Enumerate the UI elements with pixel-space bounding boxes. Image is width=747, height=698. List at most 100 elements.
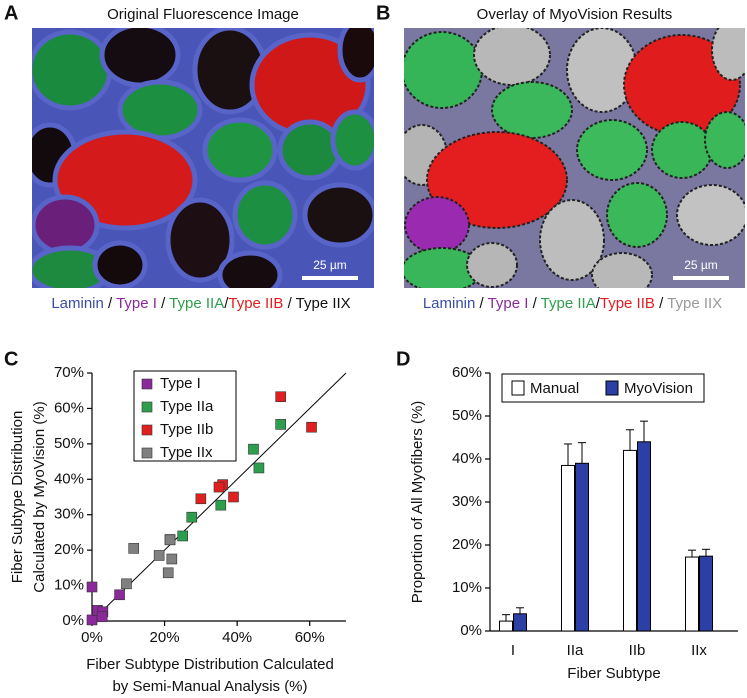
point: [195, 493, 207, 505]
caption-segment: /: [283, 295, 295, 312]
caption-segment: Type I: [116, 295, 157, 312]
legend-swatch: [511, 380, 525, 396]
y-tick-label: 60%: [54, 399, 84, 416]
point: [213, 481, 225, 493]
panel-title: Original Fluorescence Image: [107, 6, 299, 23]
legend-label: Type I: [160, 375, 201, 392]
point: [248, 443, 259, 455]
bar: [513, 613, 527, 632]
fluorescence-image: [32, 28, 374, 288]
scale-label: 25 µm: [313, 258, 347, 272]
y-tick-label: 60%: [452, 364, 482, 381]
bar: [499, 620, 513, 632]
caption-segment: Type IIX: [296, 295, 351, 312]
y-tick-label: 30%: [452, 493, 482, 510]
legend-label: MyoVision: [624, 380, 693, 397]
legend-label: Type IIa: [160, 398, 214, 415]
chart-root: A Original Fluorescence Image 25 µm Laminin…: [4, 2, 738, 695]
legend-label: Type IIb: [160, 421, 213, 438]
overlay-image: [404, 28, 745, 288]
panel-letter: B: [376, 2, 390, 24]
point: [275, 391, 286, 403]
legend-label: Manual: [530, 380, 579, 397]
scale-label: 25 µm: [684, 258, 718, 272]
y-axis-label: Proportion of All Myofibers (%): [409, 401, 426, 604]
point: [306, 421, 317, 433]
y-tick-label: 70%: [54, 364, 84, 381]
point: [164, 534, 176, 546]
caption-segment: Type I: [488, 295, 529, 312]
legend-swatch: [605, 380, 619, 396]
point: [86, 614, 98, 626]
x-tick-label: IIa: [567, 642, 584, 659]
x-tick-label: 60%: [295, 629, 325, 646]
point: [153, 550, 165, 561]
point: [114, 589, 125, 601]
caption-segment: /: [528, 295, 540, 312]
panel-letter: A: [4, 2, 18, 24]
point: [215, 499, 227, 511]
caption-segment: Type IIB: [228, 295, 283, 312]
bar: [575, 462, 589, 632]
y-tick-label: 10%: [452, 579, 482, 596]
bar: [685, 556, 699, 632]
bar: [623, 449, 637, 632]
bar: [561, 464, 575, 632]
x-axis-label: Fiber Subtype Distribution Calculated: [86, 656, 334, 673]
caption-segment: /: [104, 295, 116, 312]
y-tick-label: 30%: [54, 506, 84, 523]
y-tick-label: 20%: [54, 541, 84, 558]
point: [253, 462, 265, 474]
caption-segment: /: [655, 295, 667, 312]
x-tick-label: 0%: [81, 629, 103, 646]
x-tick-label: IIb: [629, 642, 646, 659]
point: [121, 578, 132, 590]
legend-swatch: [141, 378, 153, 390]
x-tick-label: 20%: [150, 629, 180, 646]
x-tick-label: I: [511, 642, 515, 659]
point: [186, 511, 198, 523]
y-axis-label: Fiber Subtype Distribution: [9, 411, 26, 584]
caption-segment: Type IIA: [541, 295, 596, 312]
x-axis-label: Fiber Subtype: [567, 665, 660, 682]
legend-box: [501, 373, 705, 403]
caption-segment: Type IIX: [667, 295, 722, 312]
legend-swatch: [141, 424, 153, 436]
caption: Laminin / Type I / Type IIA/Type IIB / T…: [51, 295, 350, 312]
caption-segment: Type IIA: [169, 295, 224, 312]
point: [128, 543, 140, 554]
caption-segment: /: [157, 295, 169, 312]
point: [177, 530, 189, 542]
x-axis-label: by Semi-Manual Analysis (%): [112, 678, 307, 695]
x-tick-label: IIx: [691, 642, 707, 659]
panel-letter: C: [4, 348, 18, 370]
x-tick-label: 40%: [222, 629, 252, 646]
point: [275, 419, 286, 430]
y-tick-label: 20%: [452, 536, 482, 553]
identity-line: [91, 372, 347, 622]
legend-box: [133, 370, 237, 462]
y-tick-label: 0%: [62, 612, 84, 629]
y-tick-label: 10%: [54, 577, 84, 594]
y-tick-label: 50%: [452, 407, 482, 424]
point: [96, 611, 108, 623]
point: [228, 491, 239, 503]
y-tick-label: 40%: [54, 470, 84, 487]
bar: [637, 441, 651, 632]
caption-segment: /: [475, 295, 487, 312]
legend-swatch: [141, 447, 153, 459]
caption-segment: Laminin: [423, 295, 476, 312]
caption-segment: /: [596, 295, 601, 312]
legend-swatch: [141, 401, 153, 413]
y-tick-label: 0%: [460, 622, 482, 639]
panel-letter: D: [396, 348, 410, 370]
bar: [699, 555, 713, 632]
point: [166, 553, 178, 565]
caption: Laminin / Type I / Type IIA/Type IIB / T…: [423, 295, 722, 312]
caption-segment: Type IIB: [600, 295, 655, 312]
legend-label: Type IIx: [160, 444, 213, 461]
point: [162, 567, 174, 579]
caption-segment: /: [224, 295, 229, 312]
point: [86, 581, 98, 593]
